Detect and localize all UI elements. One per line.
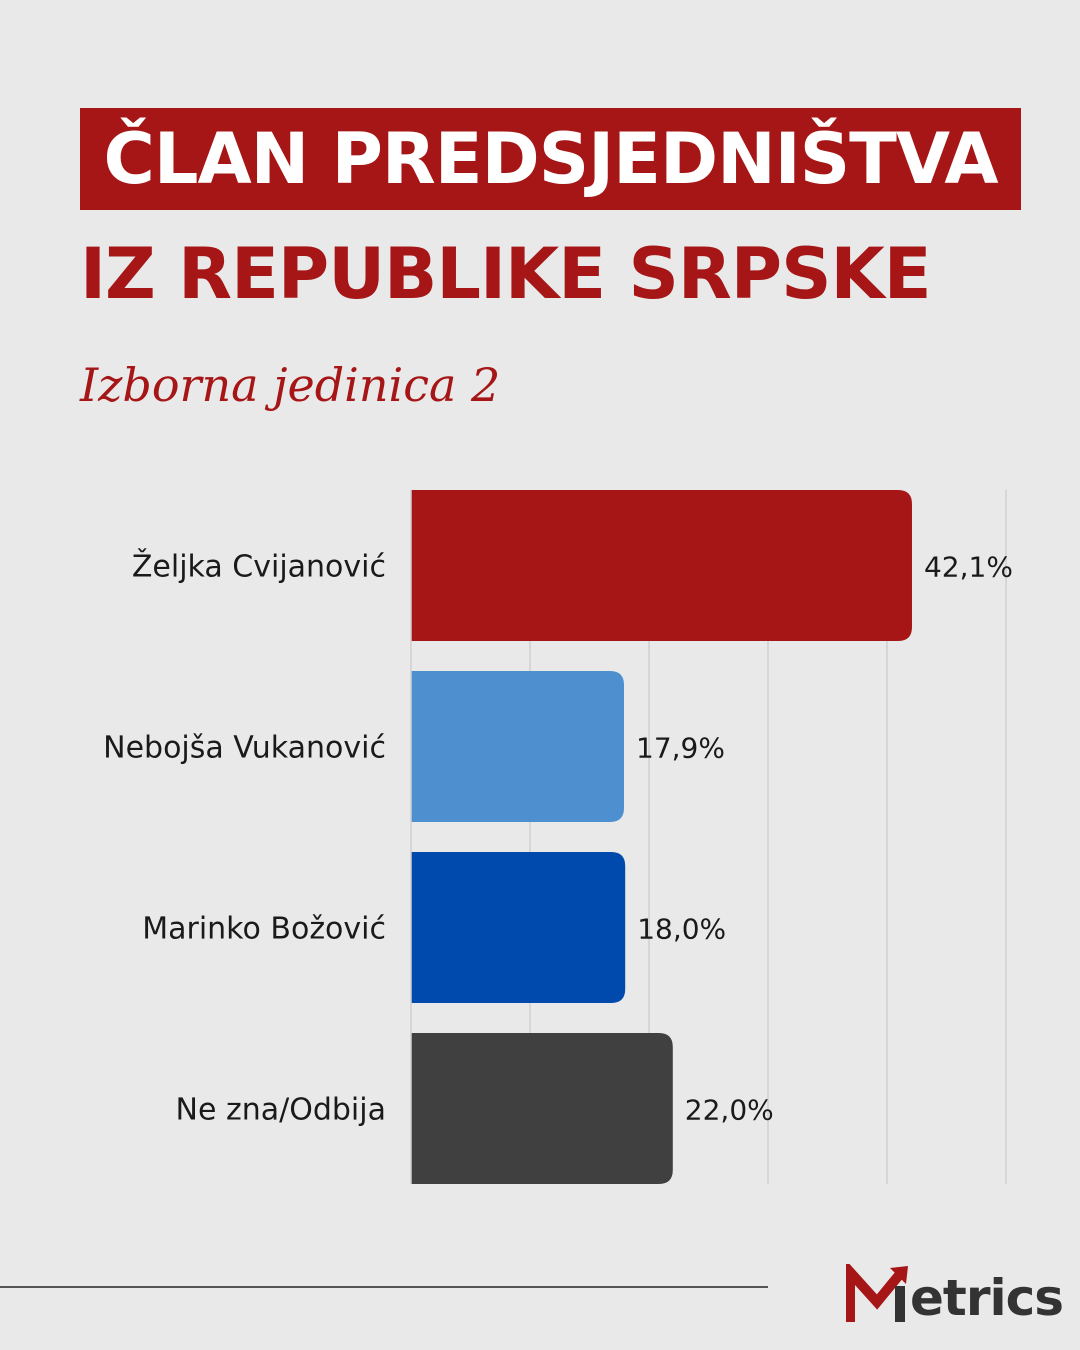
bar — [411, 1033, 673, 1184]
category-label: Marinko Božović — [142, 912, 386, 947]
logo-text: etrics — [910, 1269, 1064, 1327]
data-label: 42,1% — [924, 551, 1013, 584]
category-label: Nebojša Vukanović — [103, 731, 386, 766]
category-label: Ne zna/Odbija — [176, 1093, 386, 1128]
bar — [411, 852, 626, 1003]
footer-divider — [0, 1286, 768, 1288]
bar-chart: Željka Cvijanović 42,1% Nebojša Vukanović 1… — [103, 490, 1013, 1184]
metrics-m-arrow-icon — [846, 1264, 908, 1322]
metrics-logo: etrics — [846, 1256, 1064, 1327]
data-label: 18,0% — [637, 913, 726, 946]
bar — [411, 490, 912, 641]
subtitle: Izborna jedinica 2 — [80, 358, 501, 412]
title-line-1: ČLAN PREDSJEDNIŠTVA — [80, 108, 1021, 210]
bar — [411, 671, 625, 822]
data-label: 17,9% — [636, 732, 725, 765]
data-label: 22,0% — [685, 1094, 774, 1127]
category-label: Željka Cvijanović — [132, 549, 386, 585]
title-line-2: IZ REPUBLIKE SRPSKE — [80, 233, 932, 315]
